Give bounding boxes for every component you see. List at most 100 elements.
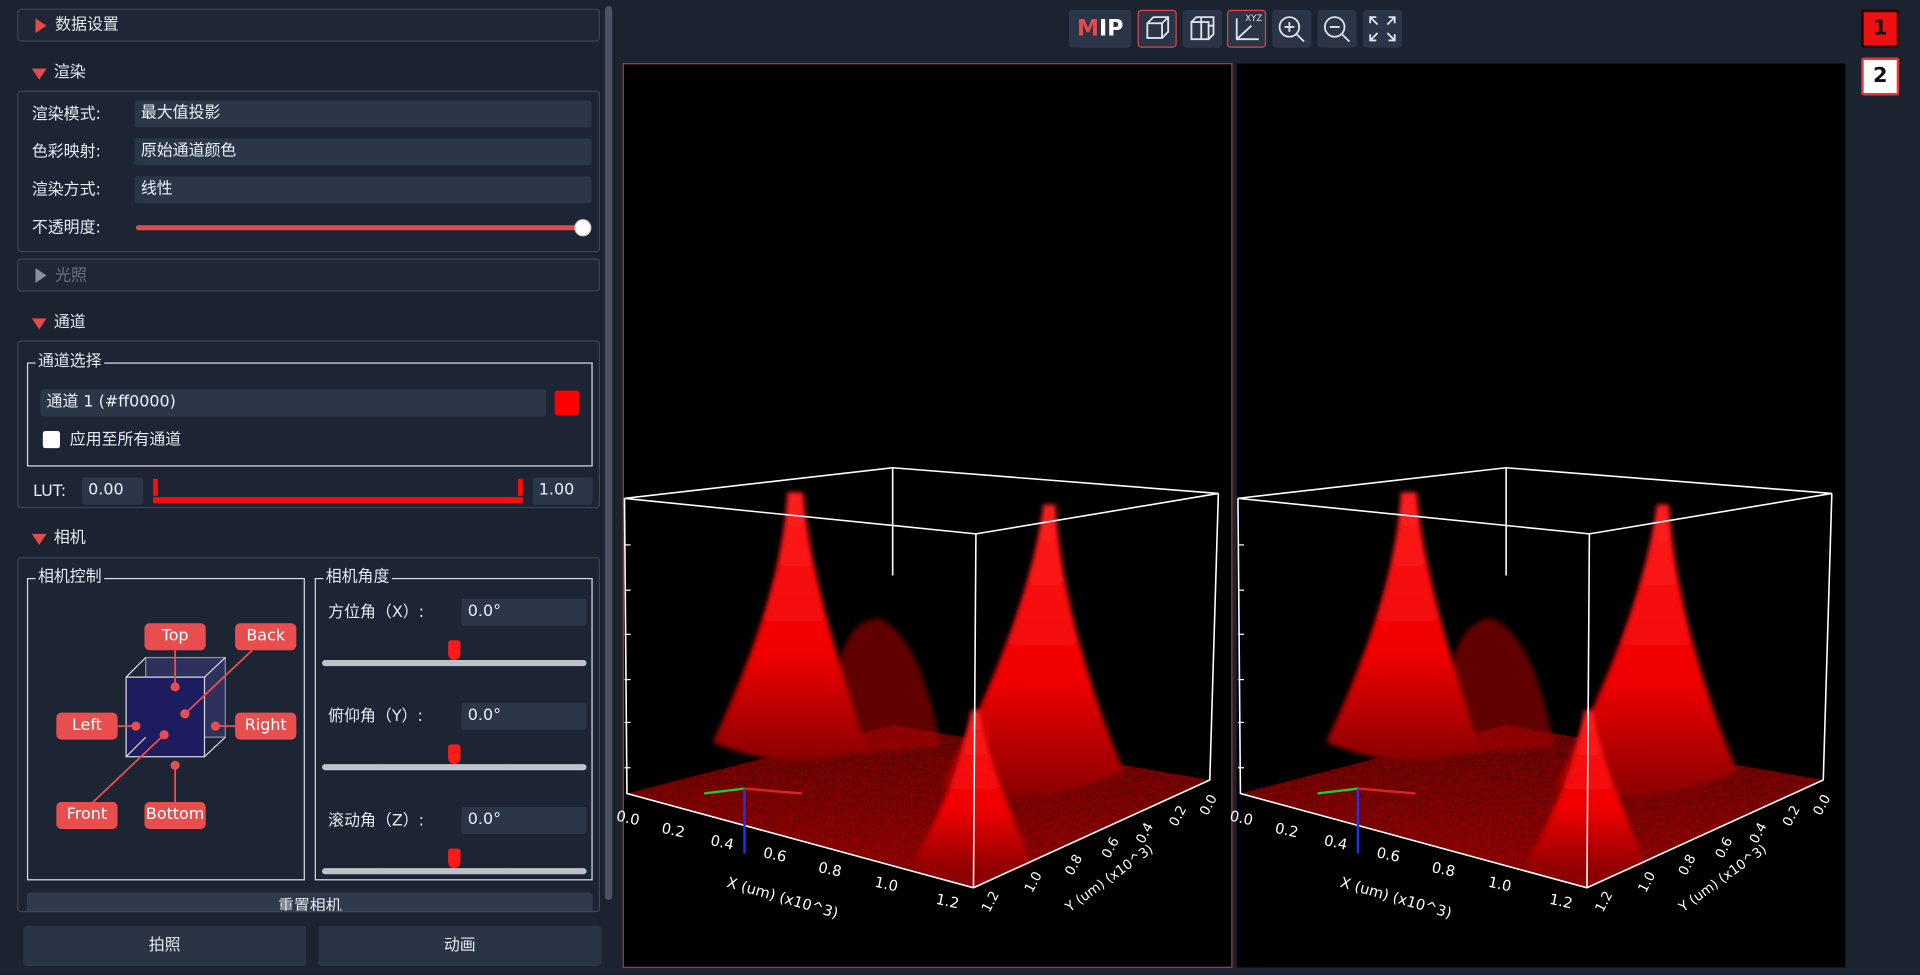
mip-letters: IP [1098, 15, 1124, 42]
view-tab[interactable]: 1 [1861, 9, 1900, 48]
dropdown[interactable]: 通道 1 (#ff0000) [40, 389, 547, 417]
mip-button[interactable]: MIP [1068, 9, 1132, 48]
section-title: 光照 [55, 266, 87, 286]
angle-input[interactable]: 0.0° [461, 806, 587, 834]
x-tick-label: 0.2 [660, 820, 686, 841]
fit-button[interactable] [1362, 9, 1403, 48]
slider-handle[interactable] [517, 478, 523, 496]
axis-triad-x [744, 787, 803, 795]
checkbox[interactable] [42, 431, 61, 449]
label: 渲染方式: [31, 181, 101, 200]
icon: XYZ [1235, 14, 1262, 41]
label: 滚动角（Z）: [328, 811, 425, 831]
data-settings-header[interactable]: 数据设置 [17, 8, 601, 42]
angle-slider[interactable] [322, 764, 587, 771]
slider-handle[interactable] [448, 640, 461, 661]
volume-cone [912, 710, 1032, 874]
slider-handle[interactable] [448, 744, 461, 765]
opacity-slider[interactable] [135, 225, 585, 231]
lut-slider[interactable] [153, 497, 523, 504]
dropdown[interactable]: 线性 [134, 176, 592, 204]
x-tick-label: 0.0 [615, 808, 641, 829]
section-title: 渲染 [53, 63, 86, 83]
axes-button[interactable]: XYZ [1226, 9, 1267, 48]
icon [1369, 16, 1396, 42]
color-swatch[interactable] [554, 390, 580, 416]
viewport: 0.00.20.40.60.81.01.20.00.20.40.60.81.01… [615, 63, 1233, 968]
angle-input[interactable]: 0.0° [461, 702, 587, 730]
view-button[interactable]: Bottom [144, 802, 206, 829]
zoom-out-button[interactable] [1317, 9, 1357, 48]
group-title: 相机控制 [35, 568, 105, 588]
dropdown[interactable]: 原始通道颜色 [134, 138, 592, 166]
section-title: 通道 [53, 313, 86, 332]
camera-control-group: 相机控制 Top Back Left Right Front Bottom [26, 568, 305, 881]
icon [1323, 16, 1351, 43]
volume-cone [1525, 710, 1645, 874]
x-tick-label: 1.2 [934, 891, 960, 912]
x-tick-label: 0.8 [1430, 859, 1456, 880]
angle-slider[interactable] [322, 660, 587, 667]
section-title: 相机 [53, 528, 86, 548]
x-tick-label: 0.2 [1273, 820, 1299, 841]
angle-input[interactable]: 0.0° [461, 598, 587, 626]
channel-panel: 通道选择 通道 1 (#ff0000) 应用至所有通道 LUT: 0.00 1.… [17, 340, 601, 509]
axis-triad-x [1357, 787, 1416, 795]
x-tick-label: 1.0 [873, 874, 899, 895]
angle-slider[interactable] [322, 868, 587, 875]
lut-max-input[interactable]: 1.00 [532, 477, 593, 505]
axis-triad-y [1317, 787, 1359, 795]
box-button[interactable] [1137, 9, 1177, 48]
group-title: 相机角度 [323, 568, 392, 588]
view-button[interactable]: Front [56, 802, 118, 829]
volume-cone [1326, 492, 1481, 761]
cube-diagram [91, 649, 253, 804]
x-tick-label: 0.4 [1322, 832, 1348, 853]
view-button[interactable]: Back [235, 623, 297, 651]
x-tick-label: 0.6 [762, 844, 788, 865]
mip-letter: M [1077, 15, 1099, 42]
icon [1190, 16, 1215, 41]
render-panel: 渲染模式: 最大值投影 色彩映射: 原始通道颜色 渲染方式: 线性 不透明度: [17, 90, 601, 253]
icon [1146, 16, 1170, 39]
viewport: 0.00.20.40.60.81.01.20.00.20.40.60.81.01… [1228, 63, 1846, 968]
x-tick-label: 0.6 [1375, 844, 1401, 865]
animation-button[interactable]: 动画 [318, 925, 602, 967]
label: 俯仰角（Y）: [328, 707, 423, 727]
volume-cone [1553, 504, 1738, 797]
view-button[interactable]: Left [56, 712, 118, 740]
dropdown[interactable]: 最大值投影 [134, 100, 592, 128]
label: LUT: [33, 482, 67, 501]
x-tick-label: 1.0 [1487, 874, 1513, 895]
section-title: 数据设置 [55, 15, 119, 35]
x-tick-label: 0.0 [1228, 808, 1254, 829]
volume-cone [712, 492, 867, 761]
slice-button[interactable] [1182, 9, 1223, 48]
reset-camera-button[interactable]: 重置相机 [26, 892, 593, 912]
axis-triad-y [703, 787, 745, 795]
label: 不透明度: [31, 219, 101, 238]
zoom-in-button[interactable] [1272, 9, 1312, 48]
bounding-box [623, 466, 1220, 889]
view-button[interactable]: Right [235, 712, 297, 740]
x-tick-label: 0.4 [709, 832, 735, 853]
x-tick-label: 1.2 [1548, 891, 1574, 912]
volume-dome [1446, 618, 1554, 754]
camera-angle-group: 相机角度 方位角（X）: 0.0° 俯仰角（Y）: 0.0° 滚动角（Z）: 0… [314, 568, 593, 881]
snapshot-button[interactable]: 拍照 [23, 925, 307, 967]
lut-min-input[interactable]: 0.00 [82, 477, 144, 505]
slider-handle[interactable] [153, 478, 158, 496]
bounding-box [1237, 466, 1833, 889]
slider-handle[interactable] [448, 848, 461, 869]
scrollbar[interactable] [604, 6, 613, 901]
x-tick-label: 0.8 [817, 859, 843, 880]
label: 方位角（X）: [328, 603, 425, 623]
view-tab[interactable]: 2 [1861, 57, 1900, 96]
slider-handle[interactable] [574, 219, 592, 237]
view-button[interactable]: Top [144, 623, 206, 651]
lighting-header[interactable]: 光照 [17, 258, 601, 292]
icon-label: XYZ [1245, 14, 1262, 24]
